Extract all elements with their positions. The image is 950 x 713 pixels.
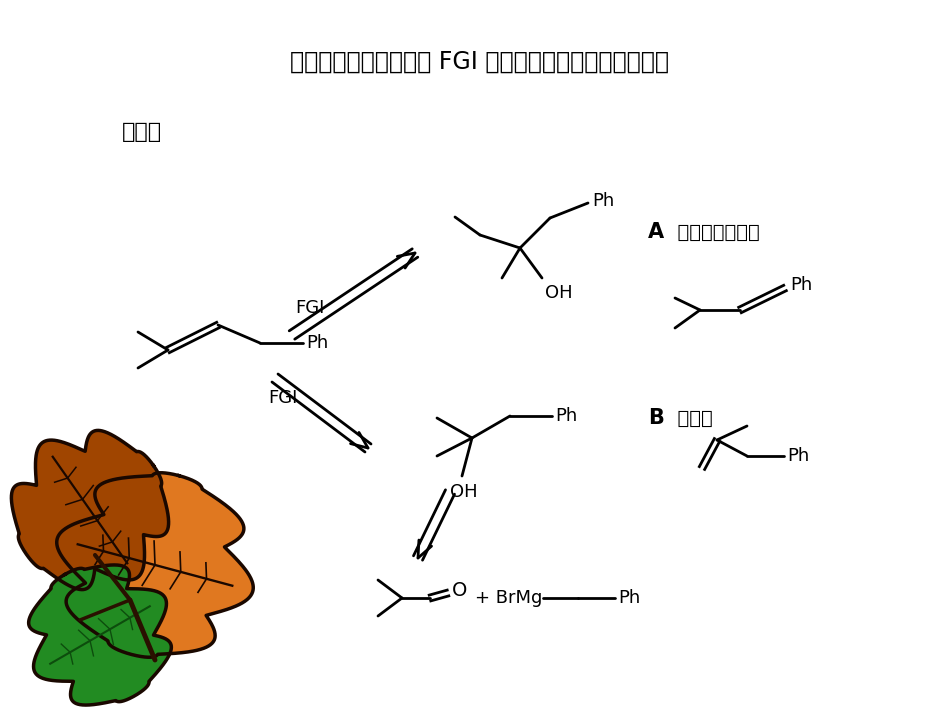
Text: FGI: FGI — [295, 299, 324, 317]
Text: Ph: Ph — [787, 447, 809, 465]
Text: OH: OH — [545, 284, 573, 302]
Text: Ph: Ph — [618, 589, 640, 607]
Text: 上面的反应还可以通过 FGI 变成醇，再由醇脱水而制得。: 上面的反应还可以通过 FGI 变成醇，再由醇脱水而制得。 — [291, 50, 670, 74]
Text: Ph: Ph — [306, 334, 329, 352]
Text: O: O — [452, 580, 467, 600]
Text: Ph: Ph — [790, 276, 812, 294]
Text: Ph: Ph — [592, 192, 615, 210]
Text: OH: OH — [450, 483, 478, 501]
Text: 脂水得共轭烯烃: 脂水得共轭烯烃 — [665, 222, 760, 242]
Text: A: A — [648, 222, 664, 242]
Text: B: B — [648, 408, 664, 428]
Text: 分析：: 分析： — [122, 122, 162, 142]
Polygon shape — [57, 473, 254, 657]
Text: Ph: Ph — [555, 407, 578, 425]
Polygon shape — [28, 565, 171, 705]
Polygon shape — [11, 431, 168, 590]
Text: FGI: FGI — [268, 389, 297, 407]
Text: 得不到: 得不到 — [665, 409, 712, 428]
Text: + BrMg: + BrMg — [475, 589, 542, 607]
